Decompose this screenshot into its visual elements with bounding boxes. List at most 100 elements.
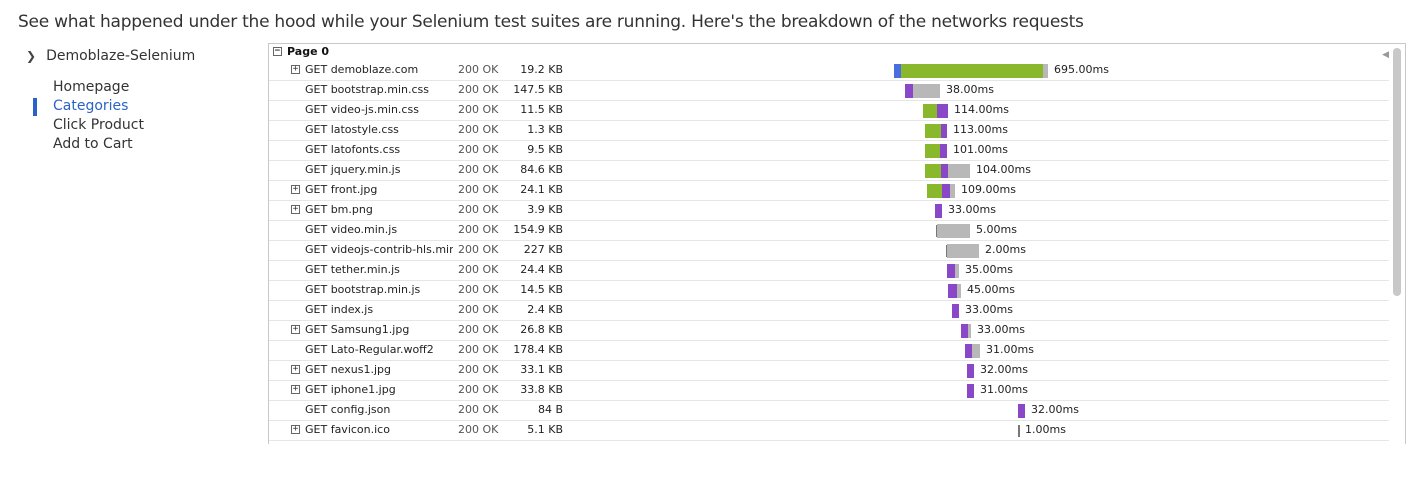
expand-plus-icon[interactable]: + [291, 64, 300, 74]
request-duration: 5.00ms [976, 223, 1017, 236]
request-row[interactable]: GET config.json 200 OK 84 B 32.00ms [269, 400, 1389, 420]
status-code: 200 OK [458, 283, 499, 296]
timing-bar: 31.00ms [269, 341, 1389, 360]
response-size: 14.5 KB [520, 283, 563, 296]
timing-bar: 33.00ms [269, 321, 1389, 340]
timing-segment-purple [967, 384, 974, 398]
request-name: GET Samsung1.jpg [305, 323, 410, 336]
request-row[interactable]: GET latostyle.css 200 OK 1.3 KB 113.00ms [269, 120, 1389, 140]
expand-plus-icon[interactable]: + [291, 424, 300, 434]
timing-bar: 33.00ms [269, 301, 1389, 320]
request-duration: 32.00ms [980, 363, 1028, 376]
request-row[interactable]: + GET bm.png 200 OK 3.9 KB 33.00ms [269, 200, 1389, 220]
status-code: 200 OK [458, 203, 499, 216]
request-name: GET video-js.min.css [305, 103, 419, 116]
timing-bar: 5.00ms [269, 221, 1389, 240]
timing-segment-gray [913, 84, 940, 98]
timing-segment-purple [952, 304, 959, 318]
request-name: GET favicon.ico [305, 423, 390, 436]
request-name: GET config.json [305, 403, 391, 416]
request-row[interactable]: GET entries 200 OK 1 KB 432.00ms [269, 440, 1389, 444]
timing-segment-green [925, 124, 941, 138]
request-row[interactable]: + GET Samsung1.jpg 200 OK 26.8 KB 33.00ms [269, 320, 1389, 340]
timing-bar: 1.00ms [269, 421, 1389, 440]
status-code: 200 OK [458, 183, 499, 196]
request-name: GET index.js [305, 303, 374, 316]
request-row[interactable]: GET video-js.min.css 200 OK 11.5 KB 114.00m… [269, 100, 1389, 120]
test-step-categories[interactable]: Categories [33, 97, 144, 116]
request-duration: 38.00ms [946, 83, 994, 96]
timing-segment-blue [894, 64, 901, 78]
request-row[interactable]: GET videojs-contrib-hls.min.js 200 OK 227 … [269, 240, 1389, 260]
timing-segment-gray [947, 244, 979, 258]
timing-bar: 109.00ms [269, 181, 1389, 200]
response-size: 19.2 KB [520, 63, 563, 76]
request-name: GET Lato-Regular.woff2 [305, 343, 434, 356]
chevron-right-icon[interactable]: ❯ [26, 49, 37, 63]
expand-plus-icon[interactable]: + [291, 184, 300, 194]
scrollbar-thumb[interactable] [1393, 48, 1401, 296]
request-row[interactable]: + GET nexus1.jpg 200 OK 33.1 KB 32.00ms [269, 360, 1389, 380]
expand-plus-icon[interactable]: + [291, 324, 300, 334]
request-name: GET nexus1.jpg [305, 363, 391, 376]
response-size: 26.8 KB [520, 323, 563, 336]
request-row[interactable]: GET tether.min.js 200 OK 24.4 KB 35.00ms [269, 260, 1389, 280]
test-step-click-product[interactable]: Click Product [53, 117, 144, 133]
status-code: 200 OK [458, 441, 498, 444]
expand-plus-icon[interactable]: + [291, 384, 300, 394]
response-size: 178.4 KB [513, 343, 563, 356]
request-name: GET iphone1.jpg [305, 383, 396, 396]
caret-left-icon[interactable]: ◀ [1382, 50, 1389, 60]
page-group-header[interactable]: − Page 0 ◀ [269, 44, 1405, 60]
timing-segment-green [925, 144, 940, 158]
request-row[interactable]: + GET favicon.ico 200 OK 5.1 KB 1.00ms [269, 420, 1389, 440]
timing-segment-gray [968, 324, 971, 338]
timing-bar: 695.00ms [269, 61, 1389, 80]
timing-segment-gray [1043, 64, 1048, 78]
response-size: 9.5 KB [527, 143, 563, 156]
request-row[interactable]: + GET demoblaze.com 200 OK 19.2 KB 695.00ms [269, 61, 1389, 80]
test-suite-tree-root[interactable]: ❯ Demoblaze-Selenium [26, 48, 195, 64]
request-row[interactable]: GET bootstrap.min.js 200 OK 14.5 KB 45.00ms [269, 280, 1389, 300]
test-step-homepage[interactable]: Homepage [53, 79, 130, 95]
request-row[interactable]: GET bootstrap.min.css 200 OK 147.5 KB 38.00… [269, 80, 1389, 100]
vertical-scrollbar[interactable] [1389, 44, 1405, 444]
timing-segment-green [901, 64, 1043, 78]
response-size: 24.4 KB [520, 263, 563, 276]
request-name: GET bootstrap.min.css [305, 83, 429, 96]
test-suite-label: Demoblaze-Selenium [46, 48, 196, 64]
request-duration: 1.00ms [1025, 423, 1066, 436]
request-row[interactable]: GET latofonts.css 200 OK 9.5 KB 101.00ms [269, 140, 1389, 160]
response-size: 5.1 KB [527, 423, 563, 436]
timing-segment-purple [942, 184, 950, 198]
request-row[interactable]: GET video.min.js 200 OK 154.9 KB 5.00ms [269, 220, 1389, 240]
test-step-add-to-cart[interactable]: Add to Cart [53, 136, 133, 152]
status-code: 200 OK [458, 83, 499, 96]
request-duration: 101.00ms [953, 143, 1008, 156]
request-row[interactable]: + GET front.jpg 200 OK 24.1 KB 109.00ms [269, 180, 1389, 200]
request-name: GET tether.min.js [305, 263, 400, 276]
collapse-toggle-icon[interactable]: − [273, 46, 282, 56]
timing-bar: 2.00ms [269, 241, 1389, 260]
timing-bar: 114.00ms [269, 101, 1389, 120]
timing-segment-purple [967, 364, 974, 378]
timing-segment-purple [905, 84, 913, 98]
request-row[interactable]: GET index.js 200 OK 2.4 KB 33.00ms [269, 300, 1389, 320]
request-duration: 45.00ms [967, 283, 1015, 296]
response-size: 84 B [537, 403, 563, 416]
timing-segment-purple [961, 324, 968, 338]
request-row[interactable]: + GET iphone1.jpg 200 OK 33.8 KB 31.00ms [269, 380, 1389, 400]
request-name: GET bootstrap.min.js [305, 283, 421, 296]
page-headline: See what happened under the hood while y… [18, 12, 1084, 32]
timing-segment-purple [940, 144, 947, 158]
request-name: GET video.min.js [305, 223, 398, 236]
expand-plus-icon[interactable]: + [291, 204, 300, 214]
timing-segment-purple [941, 164, 948, 178]
request-row[interactable]: GET jquery.min.js 200 OK 84.6 KB 104.00ms [269, 160, 1389, 180]
request-name: GET front.jpg [305, 183, 378, 196]
request-duration: 32.00ms [1031, 403, 1079, 416]
status-code: 200 OK [458, 383, 499, 396]
request-row[interactable]: GET Lato-Regular.woff2 200 OK 178.4 KB 31.0… [269, 340, 1389, 360]
status-code: 200 OK [458, 223, 499, 236]
expand-plus-icon[interactable]: + [291, 364, 300, 374]
